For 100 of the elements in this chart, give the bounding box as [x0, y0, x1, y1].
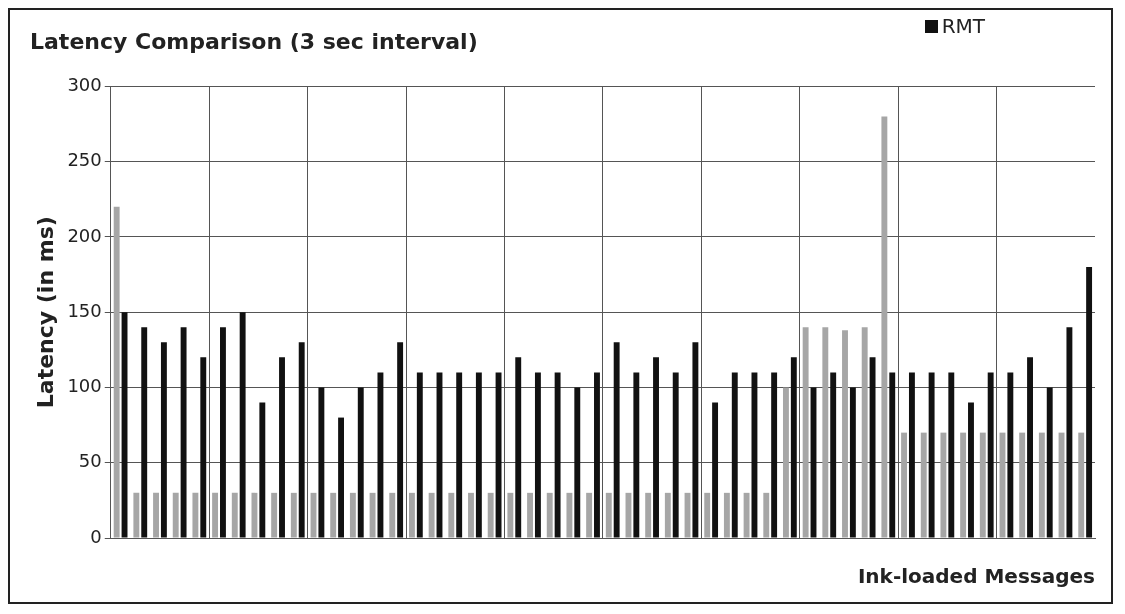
- bar: [133, 492, 140, 538]
- bar: [574, 387, 581, 538]
- bar: [830, 372, 837, 538]
- bar: [192, 492, 199, 538]
- bar: [428, 492, 435, 538]
- bar: [968, 402, 974, 538]
- bar: [889, 372, 896, 538]
- bar: [448, 492, 455, 538]
- bar: [408, 492, 415, 538]
- bar: [397, 342, 404, 538]
- bar: [771, 372, 778, 538]
- bar: [153, 492, 159, 538]
- bar: [869, 357, 876, 538]
- bar: [751, 372, 758, 538]
- bar: [389, 492, 396, 538]
- bar: [613, 342, 620, 538]
- bar: [633, 372, 640, 538]
- bar: [822, 327, 829, 538]
- bar: [861, 327, 868, 538]
- y-tick-label: 0: [90, 525, 102, 547]
- bar: [704, 492, 711, 538]
- y-tick-label: 100: [67, 375, 102, 397]
- y-axis-title: Latency (in ms): [32, 216, 58, 409]
- bar: [475, 372, 482, 538]
- x-axis-title: Ink-loaded Messages: [857, 564, 1095, 589]
- bar: [515, 357, 522, 538]
- bar: [731, 372, 738, 538]
- bar: [645, 492, 652, 538]
- bar: [172, 492, 179, 538]
- bar: [1019, 432, 1026, 538]
- bar: [220, 327, 226, 538]
- bar: [960, 432, 967, 538]
- y-tick-label: 150: [67, 299, 102, 321]
- bar: [692, 342, 699, 538]
- bar: [1086, 267, 1093, 538]
- bar: [1066, 327, 1073, 538]
- bar: [200, 357, 207, 538]
- bar: [1007, 372, 1014, 538]
- bar: [495, 372, 502, 538]
- bar: [369, 492, 376, 538]
- bar: [290, 492, 297, 538]
- bar: [1046, 387, 1053, 538]
- bar: [338, 417, 345, 538]
- legend-label: RMT: [941, 14, 985, 38]
- bar: [743, 492, 750, 538]
- bar: [566, 492, 573, 538]
- bar: [231, 492, 238, 538]
- bar: [468, 492, 474, 538]
- chart-title: Latency Comparison (3 sec interval): [30, 28, 478, 54]
- bar: [653, 357, 659, 538]
- bar: [212, 492, 219, 538]
- bar: [842, 330, 848, 538]
- bar: [534, 372, 541, 538]
- bar: [554, 372, 561, 538]
- bar: [239, 312, 246, 538]
- bar: [605, 492, 612, 538]
- bar: [920, 432, 927, 538]
- bar: [113, 206, 120, 538]
- y-tick-label: 50: [78, 450, 102, 472]
- bar: [1027, 357, 1033, 538]
- bar: [979, 432, 986, 538]
- bar: [594, 372, 600, 538]
- bar: [279, 357, 285, 538]
- bar: [160, 342, 167, 538]
- bar: [908, 372, 915, 538]
- bar: [783, 387, 789, 538]
- bar: [271, 492, 278, 538]
- bar: [1078, 432, 1085, 538]
- bar: [416, 372, 423, 538]
- bar: [948, 372, 955, 538]
- bar: [456, 372, 463, 538]
- bar: [901, 432, 908, 538]
- bar: [1038, 432, 1045, 538]
- bar: [802, 327, 809, 538]
- bar: [586, 492, 593, 538]
- bar: [318, 387, 325, 538]
- bar: [180, 327, 187, 538]
- bar: [987, 372, 994, 538]
- bar: [664, 492, 671, 538]
- y-tick-label: 250: [67, 149, 102, 171]
- bar: [298, 342, 305, 538]
- bar: [763, 492, 770, 538]
- bar: [928, 372, 935, 538]
- bar: [672, 372, 679, 538]
- bar: [790, 357, 797, 538]
- bar: [259, 402, 266, 538]
- bar: [507, 492, 514, 538]
- bar: [349, 492, 356, 538]
- bar: [940, 432, 947, 538]
- bar: [527, 492, 533, 538]
- bar: [377, 372, 384, 538]
- bar: [849, 387, 856, 538]
- bar: [546, 492, 553, 538]
- bar: [357, 387, 364, 538]
- bar: [330, 492, 337, 538]
- bar: [141, 327, 148, 538]
- bar: [881, 116, 888, 538]
- bar: [723, 492, 730, 538]
- y-tick-label: 200: [67, 224, 102, 246]
- y-tick-label: 300: [67, 74, 102, 96]
